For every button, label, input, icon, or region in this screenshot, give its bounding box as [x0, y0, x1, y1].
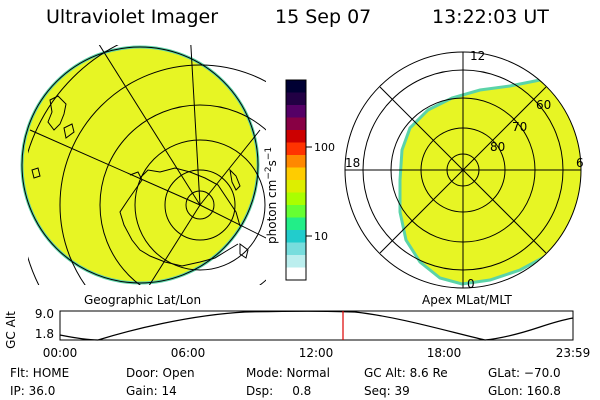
geographic-emission-fill: [20, 45, 260, 285]
colorbar-band: [286, 117, 306, 131]
colorbar-unit-label: photon cm−2s−1: [264, 147, 279, 244]
colorbar-band: [286, 130, 306, 143]
altitude-plot: [59, 310, 574, 341]
time-label: 13:22:03 UT: [432, 6, 549, 28]
colorbar-band: [286, 205, 306, 218]
status-dsp: Dsp: 0.8: [246, 384, 312, 398]
polar-grid: [344, 51, 582, 289]
colorbar-band: [286, 105, 306, 118]
lat-label-60: 60: [536, 98, 551, 112]
colorbar-band: [286, 142, 306, 156]
altitude-ylabel: GC Alt: [4, 311, 18, 349]
altitude-curve: [59, 310, 574, 341]
colorbar-frame: [285, 79, 307, 281]
status-glon: GLon: 160.8: [488, 384, 561, 398]
colorbar-band: [286, 167, 306, 181]
lat-label-80: 80: [490, 140, 505, 154]
status-mode: Mode: Normal: [246, 366, 330, 380]
colorbar-band: [286, 180, 306, 193]
colorbar-band: [286, 92, 306, 106]
status-door: Door: Open: [126, 366, 195, 380]
status-gain: Gain: 14: [126, 384, 177, 398]
colorbar-band: [286, 192, 306, 206]
mlt-label-6: 6: [576, 156, 584, 170]
altitude-xtick-2: 12:00: [299, 346, 334, 360]
colorbar-band: [286, 155, 306, 168]
status-glat: GLat: −70.0: [488, 366, 561, 380]
colorbar-band: [286, 242, 306, 256]
colorbar: [286, 80, 306, 281]
instrument-title: Ultraviolet Imager: [46, 6, 219, 28]
colorbar-label-10: 10: [314, 230, 328, 243]
altitude-xtick-4: 23:59: [556, 346, 591, 360]
polar-emission-fill: [398, 72, 581, 286]
colorbar-band: [286, 217, 306, 231]
date-label: 15 Sep 07: [275, 6, 372, 28]
status-gc-alt: GC Alt: 8.6 Re: [364, 366, 448, 380]
polar-panel: [344, 51, 582, 289]
colorbar-band: [286, 80, 306, 93]
altitude-ytick-bottom: 1.8: [35, 327, 54, 341]
altitude-plot-frame: [59, 310, 574, 341]
colorbar-band: [286, 230, 306, 243]
colorbar-band: [286, 267, 306, 281]
status-ip: IP: 36.0: [10, 384, 56, 398]
altitude-ytick-top: 9.0: [35, 307, 54, 321]
altitude-xtick-1: 06:00: [171, 346, 206, 360]
altitude-xtick-3: 18:00: [427, 346, 462, 360]
geographic-panel: [20, 45, 266, 285]
apex-caption: Apex MLat/MLT: [422, 293, 512, 307]
status-seq: Seq: 39: [364, 384, 410, 398]
altitude-xtick-0: 00:00: [43, 346, 78, 360]
geographic-caption: Geographic Lat/Lon: [84, 293, 201, 307]
status-flt: Flt: HOME: [10, 366, 70, 380]
lat-label-70: 70: [512, 120, 527, 134]
colorbar-band: [286, 255, 306, 268]
geographic-grid: [28, 45, 266, 285]
mlt-label-12: 12: [470, 49, 485, 63]
mlt-label-0: 0: [467, 277, 475, 291]
colorbar-label-100: 100: [314, 141, 335, 154]
mlt-label-18: 18: [345, 156, 360, 170]
